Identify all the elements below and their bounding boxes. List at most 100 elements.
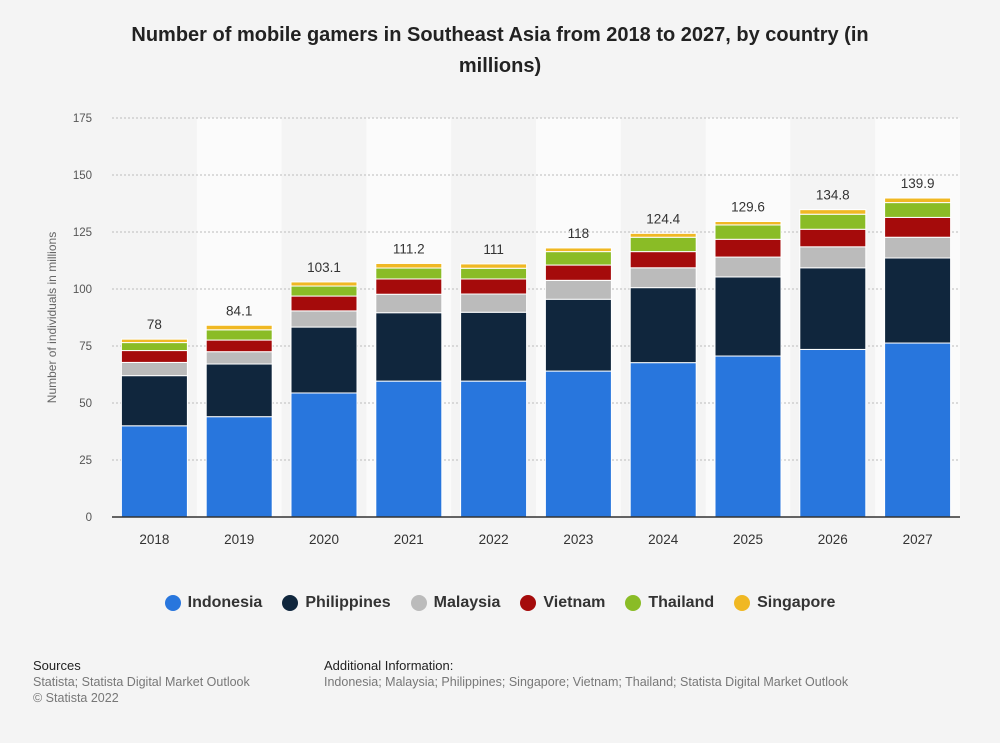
- y-tick-label: 0: [86, 512, 92, 524]
- bar-segment-malaysia: [460, 293, 528, 313]
- bar-segment-malaysia: [799, 246, 867, 269]
- bar-segment-philippines: [884, 257, 952, 344]
- bar-segment-indonesia: [120, 425, 188, 518]
- bar-segment-philippines: [460, 311, 528, 382]
- x-tick-label: 2024: [648, 532, 679, 547]
- x-tick-label: 2023: [563, 532, 593, 547]
- y-tick-label: 175: [73, 113, 92, 125]
- bar-segment-thailand: [714, 224, 782, 240]
- total-label: 111: [483, 242, 504, 257]
- x-tick-label: 2019: [224, 532, 254, 547]
- legend-marker-icon: [625, 595, 642, 611]
- bar-segment-vietnam: [205, 339, 273, 353]
- y-tick-label: 150: [73, 170, 92, 182]
- total-label: 124.4: [646, 211, 680, 226]
- bar-segment-singapore: [205, 324, 273, 331]
- bar-segment-indonesia: [799, 348, 867, 518]
- additional-information: Additional Information: Indonesia; Malay…: [324, 658, 848, 690]
- bar-segment-indonesia: [544, 370, 612, 518]
- legend-marker-icon: [164, 595, 181, 611]
- legend-item-malaysia[interactable]: Malaysia: [410, 594, 501, 612]
- bar-segment-malaysia: [714, 256, 782, 278]
- copyright: © Statista 2022: [33, 691, 119, 705]
- stacked-bar-chart: 0 25 50 75 100 125 150 175 Number of individuals…: [45, 113, 960, 547]
- bar-segment-malaysia: [120, 361, 188, 377]
- bar-segment-philippines: [120, 375, 188, 427]
- bar-segment-indonesia: [460, 380, 528, 518]
- legend-marker-icon: [520, 595, 537, 611]
- bar-segment-singapore: [120, 338, 188, 344]
- x-tick-label: 2026: [818, 532, 848, 547]
- bar-segment-vietnam: [460, 278, 528, 295]
- legend-item-thailand[interactable]: Thailand: [625, 594, 714, 612]
- total-label: 118: [568, 226, 590, 241]
- bar-segment-thailand: [375, 267, 443, 280]
- bar-segment-malaysia: [375, 293, 443, 314]
- total-label: 78: [147, 317, 162, 332]
- y-tick-label: 125: [73, 227, 92, 239]
- total-label: 103.1: [307, 260, 341, 275]
- bar-segment-thailand: [120, 342, 188, 352]
- bar-segment-thailand: [290, 285, 358, 297]
- legend-item-singapore[interactable]: Singapore: [734, 594, 835, 612]
- bar-segment-malaysia: [884, 236, 952, 259]
- bar-segment-malaysia: [205, 351, 273, 365]
- info-text: Indonesia; Malaysia; Philippines; Singap…: [324, 675, 849, 689]
- sources-heading: Sources: [33, 658, 81, 673]
- total-label: 84.1: [226, 303, 252, 318]
- bar-segment-vietnam: [120, 350, 188, 363]
- bar-segment-indonesia: [290, 392, 358, 518]
- legend-label: Indonesia: [187, 594, 263, 611]
- bar-segment-indonesia: [714, 355, 782, 518]
- bar-segment-vietnam: [375, 278, 443, 295]
- x-tick-label: 2027: [903, 532, 933, 547]
- sources-text: Statista; Statista Digital Market Outloo…: [33, 675, 250, 689]
- legend-item-philippines[interactable]: Philippines: [282, 594, 391, 612]
- total-label: 111.2: [393, 241, 425, 256]
- legend-label: Malaysia: [433, 594, 501, 611]
- bar-segment-philippines: [290, 326, 358, 394]
- bar-segment-singapore: [629, 232, 697, 238]
- bar-segment-singapore: [375, 262, 443, 269]
- bar-segment-thailand: [799, 213, 867, 230]
- x-tick-label: 2025: [733, 532, 763, 547]
- bar-segment-thailand: [205, 329, 273, 341]
- bar-segment-vietnam: [290, 295, 358, 312]
- legend-marker-icon: [282, 595, 299, 611]
- sources: Sources Statista; Statista Digital Marke…: [33, 658, 250, 706]
- bar-segment-singapore: [884, 197, 952, 204]
- x-tick-label: 2020: [309, 532, 339, 547]
- bar-segment-indonesia: [375, 380, 443, 518]
- bar-segment-singapore: [799, 209, 867, 215]
- y-tick-label: 50: [79, 398, 92, 410]
- bar-segment-thailand: [544, 251, 612, 266]
- x-tick-label: 2022: [479, 532, 509, 547]
- x-tick-label: 2021: [394, 532, 424, 547]
- y-tick-label: 25: [79, 455, 92, 467]
- bar-segment-singapore: [714, 221, 782, 226]
- bar-segment-philippines: [799, 267, 867, 350]
- legend-label: Singapore: [757, 594, 836, 611]
- bar-segment-vietnam: [544, 264, 612, 281]
- y-tick-label: 100: [73, 284, 92, 296]
- bar-segment-indonesia: [884, 342, 952, 518]
- legend-label: Thailand: [648, 594, 715, 611]
- legend-label: Philippines: [305, 594, 391, 611]
- legend-label: Vietnam: [543, 594, 606, 611]
- bar-segment-philippines: [375, 312, 443, 382]
- legend-marker-icon: [734, 595, 751, 611]
- total-label: 139.9: [901, 176, 935, 191]
- bar-segment-vietnam: [629, 251, 697, 269]
- bar-segment-indonesia: [205, 416, 273, 518]
- bar-segment-thailand: [629, 236, 697, 253]
- bar-segment-vietnam: [714, 238, 782, 258]
- chart-title: Number of mobile gamers in Southeast Asi…: [131, 24, 869, 77]
- x-tick-label: 2018: [139, 532, 169, 547]
- bar-segment-philippines: [205, 363, 273, 418]
- bar-segment-thailand: [460, 267, 528, 280]
- y-tick-label: 75: [79, 341, 92, 353]
- legend-item-indonesia[interactable]: Indonesia: [164, 594, 263, 612]
- bar-segment-philippines: [629, 287, 697, 364]
- bar-segment-vietnam: [884, 216, 952, 238]
- legend-item-vietnam[interactable]: Vietnam: [520, 594, 605, 612]
